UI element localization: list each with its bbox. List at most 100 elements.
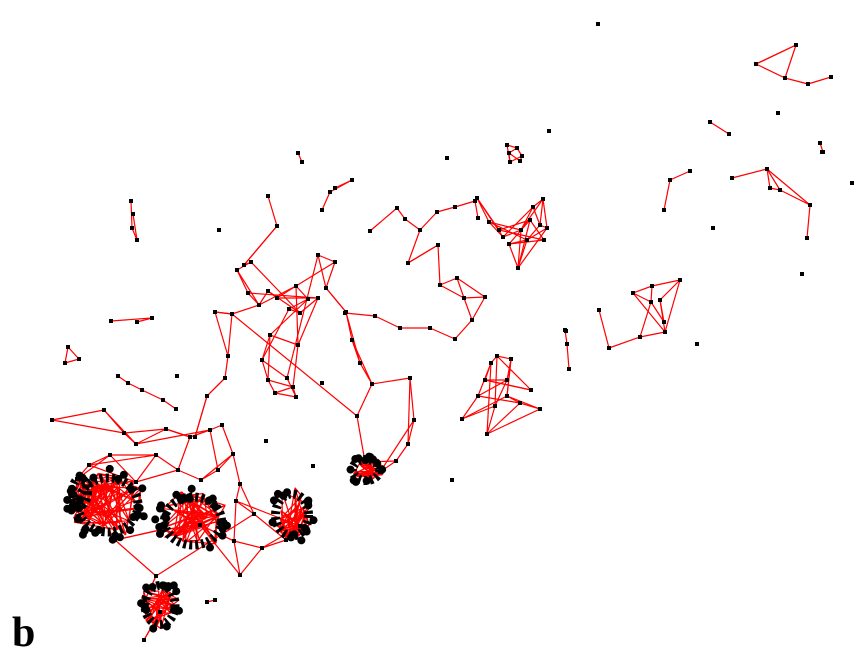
graph-node xyxy=(403,217,407,221)
graph-node xyxy=(260,546,264,550)
graph-node xyxy=(205,394,209,398)
graph-node xyxy=(794,43,798,47)
graph-node xyxy=(161,398,165,402)
graph-edge xyxy=(608,336,641,349)
graph-edge xyxy=(233,540,241,576)
graph-edge xyxy=(526,224,541,241)
graph-node xyxy=(235,268,239,272)
graph-node xyxy=(300,160,304,164)
graph-edge xyxy=(502,206,534,238)
graph-edge xyxy=(463,297,473,321)
graph-node xyxy=(343,311,347,315)
graph-node xyxy=(268,333,272,337)
graph-edge xyxy=(379,419,415,473)
graph-edge xyxy=(280,510,295,521)
graph-edge xyxy=(407,244,439,264)
cluster-node xyxy=(290,530,299,539)
graph-node xyxy=(208,428,212,432)
graph-node xyxy=(489,361,493,365)
graph-edge xyxy=(439,277,458,286)
graph-edge xyxy=(267,379,294,388)
graph-edge xyxy=(107,489,114,519)
graph-edge xyxy=(374,315,401,329)
graph-edge xyxy=(233,500,237,542)
graph-node xyxy=(406,261,410,265)
graph-edge xyxy=(806,204,811,239)
graph-edge xyxy=(235,483,241,502)
cluster-node xyxy=(309,516,318,525)
graph-edge xyxy=(369,207,398,232)
graph-node xyxy=(487,220,491,224)
graph-node xyxy=(306,297,310,301)
graph-edge xyxy=(200,453,234,481)
graph-edge xyxy=(517,219,531,269)
graph-edge xyxy=(161,589,168,610)
graph-edge xyxy=(135,469,179,483)
graph-edge xyxy=(297,297,319,346)
graph-node xyxy=(806,82,810,86)
cluster-node xyxy=(68,484,77,493)
graph-edge xyxy=(97,473,118,537)
graph-edge xyxy=(325,287,347,313)
graph-edge xyxy=(632,292,666,333)
graph-node xyxy=(678,278,682,282)
graph-edge xyxy=(407,229,421,264)
graph-edge xyxy=(566,343,570,370)
graph-node xyxy=(538,223,542,227)
cluster-node xyxy=(114,475,123,484)
graph-edge xyxy=(496,355,512,360)
graph-edge xyxy=(233,540,263,549)
graph-node xyxy=(650,284,654,288)
cluster-node xyxy=(216,518,225,527)
graph-edge xyxy=(345,311,361,364)
graph-node xyxy=(158,610,162,614)
graph-node xyxy=(462,296,466,300)
cluster-node xyxy=(142,605,151,614)
graph-node xyxy=(350,338,354,342)
graph-node xyxy=(140,388,144,392)
graph-node xyxy=(316,253,320,257)
graph-node xyxy=(77,357,81,361)
graph-edge xyxy=(334,179,353,189)
graph-node xyxy=(778,188,782,192)
graph-node xyxy=(102,408,106,412)
graph-node xyxy=(662,320,666,324)
graph-edge xyxy=(145,591,171,622)
graph-node xyxy=(519,228,523,232)
graph-node xyxy=(525,238,529,242)
graph-edges xyxy=(51,44,832,641)
graph-edge xyxy=(224,355,229,379)
graph-node xyxy=(143,598,147,602)
cluster-node xyxy=(158,581,167,590)
cluster-node xyxy=(142,583,151,592)
cluster-node xyxy=(176,494,185,503)
graph-edge xyxy=(471,296,486,321)
graph-edge xyxy=(506,358,512,381)
graph-node xyxy=(63,361,67,365)
graph-node xyxy=(808,203,812,207)
graph-edge xyxy=(463,296,486,299)
graph-node xyxy=(475,196,479,200)
graph-node xyxy=(455,276,459,280)
graph-node xyxy=(220,423,224,427)
graph-edge xyxy=(149,598,159,621)
cluster-node xyxy=(269,496,278,505)
graph-edge xyxy=(486,402,521,435)
graph-node xyxy=(631,291,635,295)
graph-edge xyxy=(160,592,171,629)
graph-edge xyxy=(356,415,366,463)
graph-node xyxy=(273,391,277,395)
graph-edge xyxy=(456,277,486,298)
graph-edge xyxy=(407,377,411,445)
graph-edge xyxy=(807,76,832,85)
graph-node xyxy=(217,228,221,232)
dense-cluster xyxy=(271,489,313,541)
graph-edge xyxy=(286,254,319,379)
graph-node xyxy=(596,22,600,26)
graph-node xyxy=(501,235,505,239)
graph-node xyxy=(198,523,202,527)
graph-edge xyxy=(532,206,541,226)
graph-node xyxy=(355,414,359,418)
graph-edge xyxy=(766,168,811,206)
graph-edge xyxy=(161,511,208,529)
